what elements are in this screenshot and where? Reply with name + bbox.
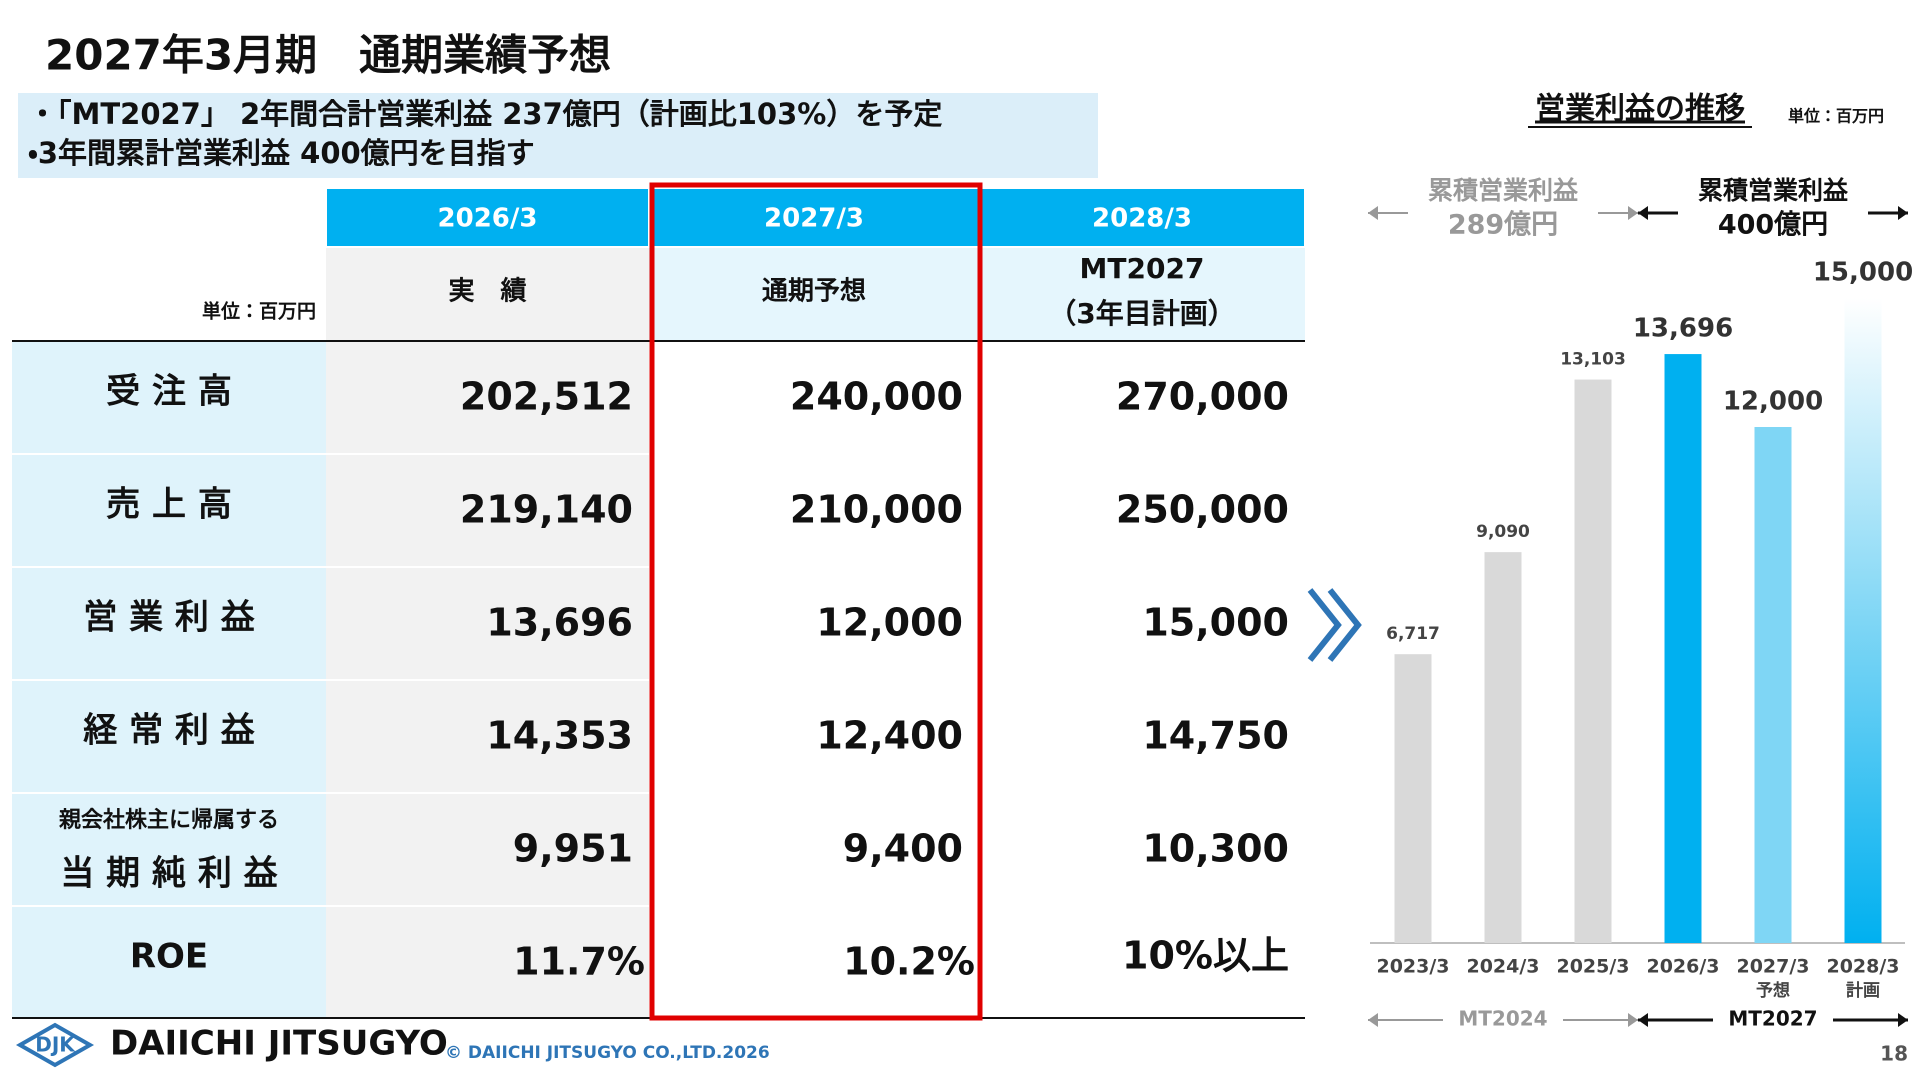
x-tick-label: 2025/3 (1556, 956, 1629, 978)
cell-value: 10,300 (1142, 827, 1289, 871)
x-tick-label: 2027/3 (1736, 956, 1809, 978)
value-label: 13,103 (1560, 350, 1626, 370)
row-label: 当 期 純 利 益 (60, 854, 277, 894)
row-label: ROE (130, 937, 208, 977)
header-cell (978, 187, 1306, 248)
value-label: 15,000 (1813, 258, 1913, 288)
actual-col-bg (326, 188, 649, 1019)
value-label: 13,696 (1633, 314, 1733, 344)
row-label: 売 上 高 (106, 485, 232, 525)
logo: DJK DAIICHI JITSUGYO (15, 1022, 448, 1068)
x-tick-label: 2024/3 (1466, 956, 1539, 978)
cell-value: 202,512 (460, 375, 633, 419)
arrow-head (1368, 206, 1378, 220)
row-label: 営 業 利 益 (83, 598, 255, 638)
cumulative-label: 累積営業利益 (1428, 176, 1579, 205)
title: 2027年3月期 通期業績予想 (45, 31, 611, 80)
arrow-head (1638, 206, 1648, 220)
cell-value: 10.2% (843, 940, 975, 984)
cell-value: 11.7% (513, 940, 645, 984)
cell-value: 270,000 (1116, 375, 1289, 419)
x-tick-note: 計画 (1846, 980, 1880, 1001)
bullet: ・「MT2027」 2年間合計営業利益 237億円（計画比103%）を予定 (28, 97, 942, 131)
cell-value: 210,000 (790, 488, 963, 532)
row-label-top: 親会社株主に帰属する (59, 807, 279, 833)
cumulative-value: 400億円 (1718, 210, 1828, 241)
x-tick-note: 予想 (1756, 980, 1790, 1001)
chevron (1327, 588, 1362, 662)
arrow-head (1368, 1013, 1378, 1027)
chart-title: 営業利益の推移 (1535, 92, 1745, 127)
arrow-head (1898, 206, 1908, 220)
cell-value: 240,000 (790, 375, 963, 419)
arrow-head (1628, 1013, 1638, 1027)
cell-value: 15,000 (1142, 601, 1289, 645)
bar (1574, 379, 1612, 943)
bar (1664, 354, 1702, 943)
cell-value: 9,951 (513, 827, 633, 871)
cell-value: 13,696 (486, 601, 633, 645)
cell-value: 250,000 (1116, 488, 1289, 532)
bar (1484, 552, 1522, 943)
group-name: MT2027 (1728, 1007, 1817, 1031)
page-number: 18 (1880, 1042, 1908, 1066)
row-label: 経 常 利 益 (83, 711, 255, 751)
arrow-head (1898, 1013, 1908, 1027)
value-label: 9,090 (1476, 522, 1530, 542)
table-unit: 単位：百万円 (202, 300, 316, 323)
highlight-frame (649, 182, 983, 1021)
cell-value: 10%以上 (1122, 934, 1289, 978)
arrow-head (1638, 1013, 1648, 1027)
column-label: 通期予想 (762, 277, 866, 307)
logo-diamond (15, 1022, 95, 1068)
company: DAIICHI JITSUGYO (110, 1024, 448, 1064)
chart-unit: 単位：百万円 (1788, 107, 1884, 126)
bullet: ・3年間累計営業利益 400億円を目指す (28, 136, 535, 170)
cumulative-label: 累積営業利益 (1698, 176, 1849, 205)
cell-value: 14,353 (486, 714, 633, 758)
arrow-head (1628, 206, 1638, 220)
logo-mark: DJK (35, 1033, 76, 1057)
cell-value: 219,140 (460, 488, 633, 532)
cell-value: 12,000 (816, 601, 963, 645)
column-label: 実 績 (448, 277, 526, 307)
x-tick-label: 2028/3 (1826, 956, 1899, 978)
value-label: 6,717 (1386, 624, 1440, 644)
header-cell (325, 187, 650, 248)
value-label: 12,000 (1723, 387, 1823, 417)
x-tick-label: 2023/3 (1376, 956, 1449, 978)
cell-value: 12,400 (816, 714, 963, 758)
bullet-box (18, 93, 1098, 178)
copyright: © DAIICHI JITSUGYO CO.,LTD.2026 (445, 1043, 770, 1063)
row-label: 受 注 高 (106, 372, 232, 412)
x-tick-label: 2026/3 (1646, 956, 1719, 978)
group-name: MT2024 (1458, 1007, 1547, 1031)
cell-value: 14,750 (1142, 714, 1289, 758)
column-sublabel: （3年目計画） (1048, 297, 1235, 330)
bar (1754, 427, 1792, 943)
cell-value: 9,400 (843, 827, 963, 871)
bar (1844, 298, 1882, 943)
cumulative-value: 289億円 (1448, 210, 1558, 241)
column-label: MT2027 (1080, 252, 1205, 285)
chevron (1307, 588, 1342, 662)
bar (1394, 654, 1432, 943)
column-period: 2026/3 (438, 204, 538, 234)
column-period: 2027/3 (764, 204, 864, 234)
column-period: 2028/3 (1092, 204, 1192, 234)
sub-header-bg (649, 247, 1305, 341)
